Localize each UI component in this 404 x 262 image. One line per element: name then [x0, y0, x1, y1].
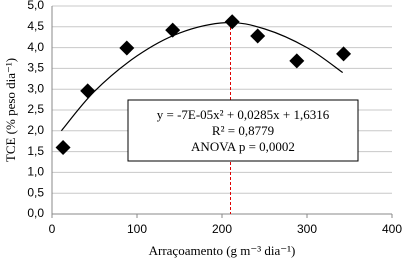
y-tick-label: 3,0 [27, 81, 44, 95]
annotation-text: y = -7E-05x² + 0,0285x + 1,6316 [157, 107, 330, 122]
y-tick-label: 2,5 [27, 102, 44, 116]
data-point [165, 22, 181, 38]
x-tick-label: 300 [297, 222, 317, 236]
data-point [289, 53, 305, 69]
data-point [80, 83, 96, 99]
y-tick-label: 2,0 [27, 123, 44, 137]
y-tick-label: 0,5 [27, 185, 44, 199]
annotation-text: ANOVA p = 0,0002 [191, 139, 295, 154]
y-tick-label: 4,0 [27, 40, 44, 54]
y-tick-label: 1,5 [27, 144, 44, 158]
annotation-text: R² = 0,8779 [212, 123, 274, 138]
data-point [55, 139, 71, 155]
y-tick-label: 3,5 [27, 61, 44, 75]
y-tick-label: 0,0 [27, 206, 44, 220]
annotation-box [127, 99, 359, 162]
y-tick-label: 4,5 [27, 19, 44, 33]
x-tick-label: 100 [127, 222, 147, 236]
y-tick-label: 5,0 [27, 0, 44, 12]
x-tick-label: 0 [49, 222, 56, 236]
x-axis-title: Arraçoamento (g m⁻³ dia⁻¹) [149, 243, 296, 258]
y-axis-title: TCE (% peso dia⁻¹) [3, 58, 18, 162]
data-point [336, 46, 352, 62]
data-point [224, 14, 240, 30]
y-tick-label: 1,0 [27, 165, 44, 179]
x-tick-label: 200 [212, 222, 232, 236]
x-tick-label: 400 [382, 222, 402, 236]
data-point [250, 28, 266, 44]
data-point [119, 40, 135, 56]
trendline [60, 21, 344, 132]
